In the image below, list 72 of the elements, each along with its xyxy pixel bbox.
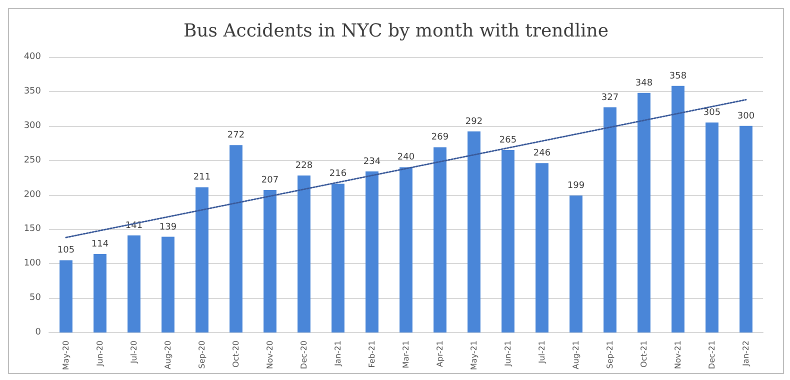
bar <box>162 236 174 333</box>
bar <box>298 175 310 333</box>
x-tick-label: May-20 <box>62 340 70 370</box>
x-tick-label: Jun-20 <box>96 340 104 368</box>
x-tick-label: Oct-20 <box>232 340 240 368</box>
bar <box>60 260 72 333</box>
data-label: 114 <box>91 240 109 250</box>
bar <box>434 147 446 333</box>
x-tick-label: Jun-21 <box>504 340 512 368</box>
bar <box>740 126 752 333</box>
y-tick-label: 300 <box>24 120 42 131</box>
x-tick-label: Nov-20 <box>266 340 274 370</box>
y-tick-label: 100 <box>24 258 42 269</box>
bar <box>366 171 378 333</box>
bar <box>264 190 276 333</box>
data-label: 240 <box>397 152 415 163</box>
data-label: 105 <box>57 246 75 256</box>
x-tick-label: Sep-21 <box>606 340 614 369</box>
x-tick-label: Jan-22 <box>742 340 750 367</box>
data-label: 199 <box>567 180 585 191</box>
x-tick-label: Jul-21 <box>538 340 546 364</box>
y-tick-label: 150 <box>24 224 42 234</box>
bar <box>468 131 480 333</box>
bar <box>672 86 684 333</box>
x-tick-label: Dec-20 <box>300 340 308 370</box>
data-label: 269 <box>431 132 449 143</box>
data-label: 216 <box>329 169 347 180</box>
y-tick-label: 400 <box>24 52 42 62</box>
bar <box>570 195 582 333</box>
x-tick-label: Aug-21 <box>572 340 580 370</box>
bar <box>332 184 344 333</box>
data-label: 234 <box>363 156 381 167</box>
data-label: 348 <box>635 78 653 88</box>
bar <box>638 92 650 333</box>
data-label: 272 <box>227 130 245 141</box>
data-label: 358 <box>669 71 687 82</box>
x-tick-label: Aug-20 <box>164 340 172 370</box>
x-tick-label: Mar-21 <box>402 340 410 368</box>
bar <box>94 254 106 333</box>
x-tick-label: May-21 <box>470 340 478 370</box>
x-tick-label: Jan-21 <box>334 340 342 367</box>
bar <box>400 167 412 333</box>
bar <box>706 122 718 333</box>
x-tick-label: Oct-21 <box>640 340 648 368</box>
bar <box>604 107 616 333</box>
y-tick-label: 350 <box>24 86 42 96</box>
data-label: 228 <box>295 160 313 171</box>
data-label: 292 <box>465 116 483 127</box>
data-label: 300 <box>737 111 755 122</box>
bar <box>196 187 208 333</box>
bar <box>536 163 548 333</box>
x-tick-label: Sep-20 <box>198 340 206 369</box>
x-tick-label: Dec-21 <box>708 340 716 370</box>
y-tick-label: 50 <box>30 293 42 304</box>
data-label: 211 <box>193 172 211 183</box>
bar <box>502 150 514 333</box>
data-label: 265 <box>499 135 517 146</box>
data-label: 139 <box>159 222 177 232</box>
y-tick-label: 0 <box>35 328 42 338</box>
x-tick-label: Apr-21 <box>436 340 444 367</box>
data-label: 246 <box>533 148 551 159</box>
chart-title: Bus Accidents in NYC by month with trendline <box>183 20 609 42</box>
bar <box>128 235 140 333</box>
x-tick-label: Feb-21 <box>368 340 376 368</box>
x-tick-label: Nov-21 <box>674 340 682 370</box>
data-label: 327 <box>601 92 619 103</box>
y-tick-label: 200 <box>24 190 42 200</box>
data-label: 207 <box>261 175 279 186</box>
bar <box>230 145 242 333</box>
y-tick-label: 250 <box>24 155 42 166</box>
data-label: 305 <box>703 108 721 118</box>
x-tick-label: Jul-20 <box>130 340 138 364</box>
